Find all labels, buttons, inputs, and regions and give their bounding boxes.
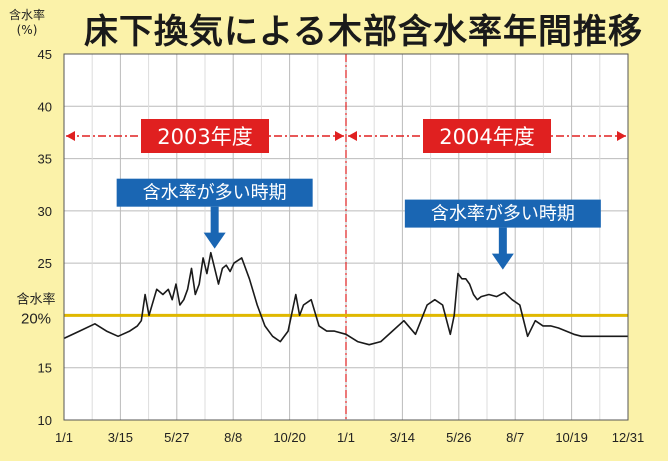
period-markers: 2003年度 2004年度	[66, 119, 626, 153]
y-tick-label: 30	[38, 204, 52, 219]
moisture-series-line	[63, 251, 628, 346]
callout-arrow-shaft	[498, 227, 507, 256]
plot-frame	[63, 53, 629, 421]
y-ticks: 1015202530354045	[38, 47, 52, 428]
y-tick-label: 45	[38, 47, 52, 62]
callout-arrow-head	[203, 232, 226, 249]
callout-label: 含水率が多い時期	[431, 204, 575, 225]
chart-title: 床下換気による木部含水率年間推移	[84, 12, 643, 52]
y-tick-label: 40	[38, 99, 52, 114]
y-tick-label: 25	[38, 256, 52, 271]
y-axis-unit: 含水率 (%)	[4, 8, 50, 38]
x-tick-label: 5/26	[446, 430, 471, 445]
x-tick-label: 12/31	[612, 430, 645, 445]
period-label-box	[423, 119, 551, 153]
x-tick-label: 10/20	[273, 430, 306, 445]
period-label: 2004年度	[439, 125, 534, 149]
callout-box	[404, 199, 601, 228]
reference-label: 含水率 20%	[10, 288, 62, 331]
reference-label-bg	[10, 288, 62, 331]
callout-arrow-head	[491, 253, 514, 270]
callout-arrow-shaft	[210, 206, 219, 235]
y-tick-label: 10	[38, 413, 52, 428]
y-tick-label: 15	[38, 361, 52, 376]
x-tick-label: 1/1	[55, 430, 73, 445]
x-tick-label: 8/8	[224, 430, 242, 445]
x-tick-label: 10/19	[555, 430, 588, 445]
period-arrowhead-right	[335, 131, 344, 141]
x-tick-label: 1/1	[337, 430, 355, 445]
callout-box	[116, 178, 313, 207]
callout-label: 含水率が多い時期	[143, 183, 287, 204]
y-axis-unit-text: (%)	[16, 23, 38, 37]
period-label-box	[141, 119, 269, 153]
reference-label-top: 含水率	[16, 291, 55, 307]
x-ticks: 1/1 3/15 5/27 8/8 10/20 1/1 3/14 5/26 8/7 10/19 12…	[55, 430, 644, 445]
period-label: 2003年度	[157, 125, 252, 149]
x-tick-label: 5/27	[164, 430, 189, 445]
x-tick-label: 3/14	[390, 430, 415, 445]
period-arrowhead-left	[66, 131, 75, 141]
reference-label-bottom: 20%	[21, 310, 51, 327]
period-arrowhead-left	[348, 131, 357, 141]
y-axis-label: 含水率	[8, 8, 45, 22]
period-arrowhead-right	[617, 131, 626, 141]
y-tick-label: 35	[38, 152, 52, 167]
x-tick-label: 8/7	[506, 430, 524, 445]
x-tick-label: 3/15	[108, 430, 133, 445]
